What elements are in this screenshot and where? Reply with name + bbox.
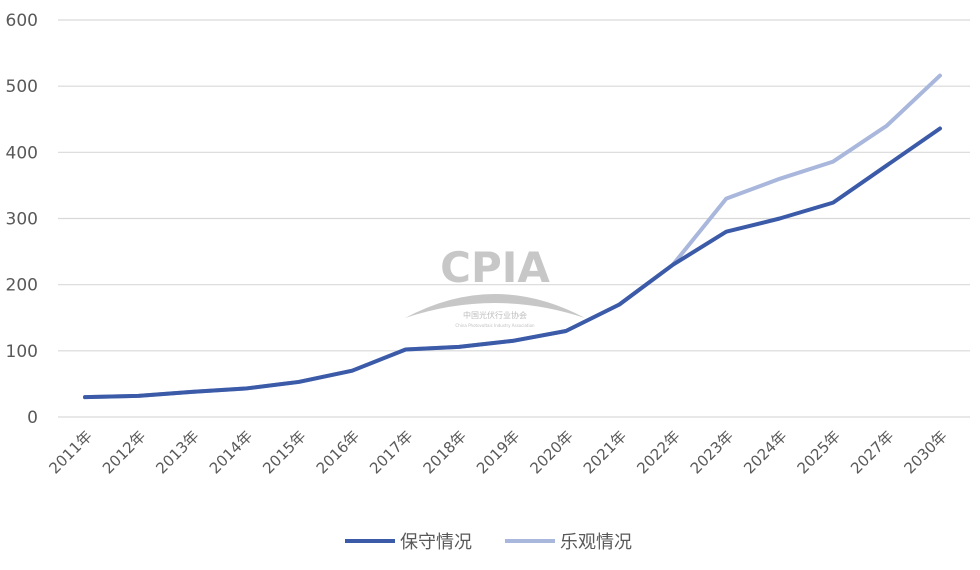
y-tick-label: 100 — [6, 342, 38, 362]
x-tick-label: 2018年 — [420, 427, 470, 477]
x-tick-label: 2021年 — [580, 427, 630, 477]
legend-label: 保守情况 — [400, 532, 472, 553]
x-tick-label: 2015年 — [259, 427, 309, 477]
y-tick-label: 200 — [6, 276, 38, 296]
x-tick-label: 2012年 — [99, 427, 149, 477]
gridlines — [58, 19, 970, 418]
x-tick-label: 2022年 — [633, 427, 683, 477]
y-tick-label: 500 — [6, 77, 38, 97]
series-line-1 — [83, 73, 942, 400]
x-tick-label: 2017年 — [366, 427, 416, 477]
x-tick-label: 2023年 — [687, 427, 737, 477]
legend: 保守情况 乐观情况 — [345, 532, 632, 553]
x-axis-ticks: 2011年 2012年 2013年 2014年 2015年 2016年 2017年 2018年… — [45, 427, 950, 477]
watermark-text: CPIA — [440, 243, 550, 292]
x-tick-label: 2030年 — [900, 427, 950, 477]
y-axis-ticks: 0 100 200 300 400 500 600 — [6, 11, 38, 428]
watermark-name-cn: 中国光伏行业协会 — [463, 310, 527, 320]
x-tick-label: 2019年 — [473, 427, 523, 477]
x-tick-label: 2025年 — [794, 427, 844, 477]
legend-label: 乐观情况 — [560, 532, 632, 553]
series-lines — [83, 73, 942, 400]
y-tick-label: 600 — [6, 11, 38, 31]
x-tick-label: 2014年 — [206, 427, 256, 477]
watermark-name-en: China Photovoltaic Industry Association — [455, 323, 535, 328]
x-tick-label: 2011年 — [45, 427, 95, 477]
x-tick-label: 2027年 — [847, 427, 897, 477]
y-tick-label: 400 — [6, 143, 38, 163]
y-tick-label: 300 — [6, 210, 38, 230]
x-tick-label: 2013年 — [152, 427, 202, 477]
series-line-0 — [83, 126, 942, 400]
x-tick-label: 2016年 — [313, 427, 363, 477]
watermark-logo: CPIA 中国光伏行业协会 China Photovoltaic Industr… — [405, 243, 585, 328]
y-tick-label: 0 — [27, 408, 38, 428]
x-tick-label: 2024年 — [740, 427, 790, 477]
x-tick-label: 2020年 — [526, 427, 576, 477]
